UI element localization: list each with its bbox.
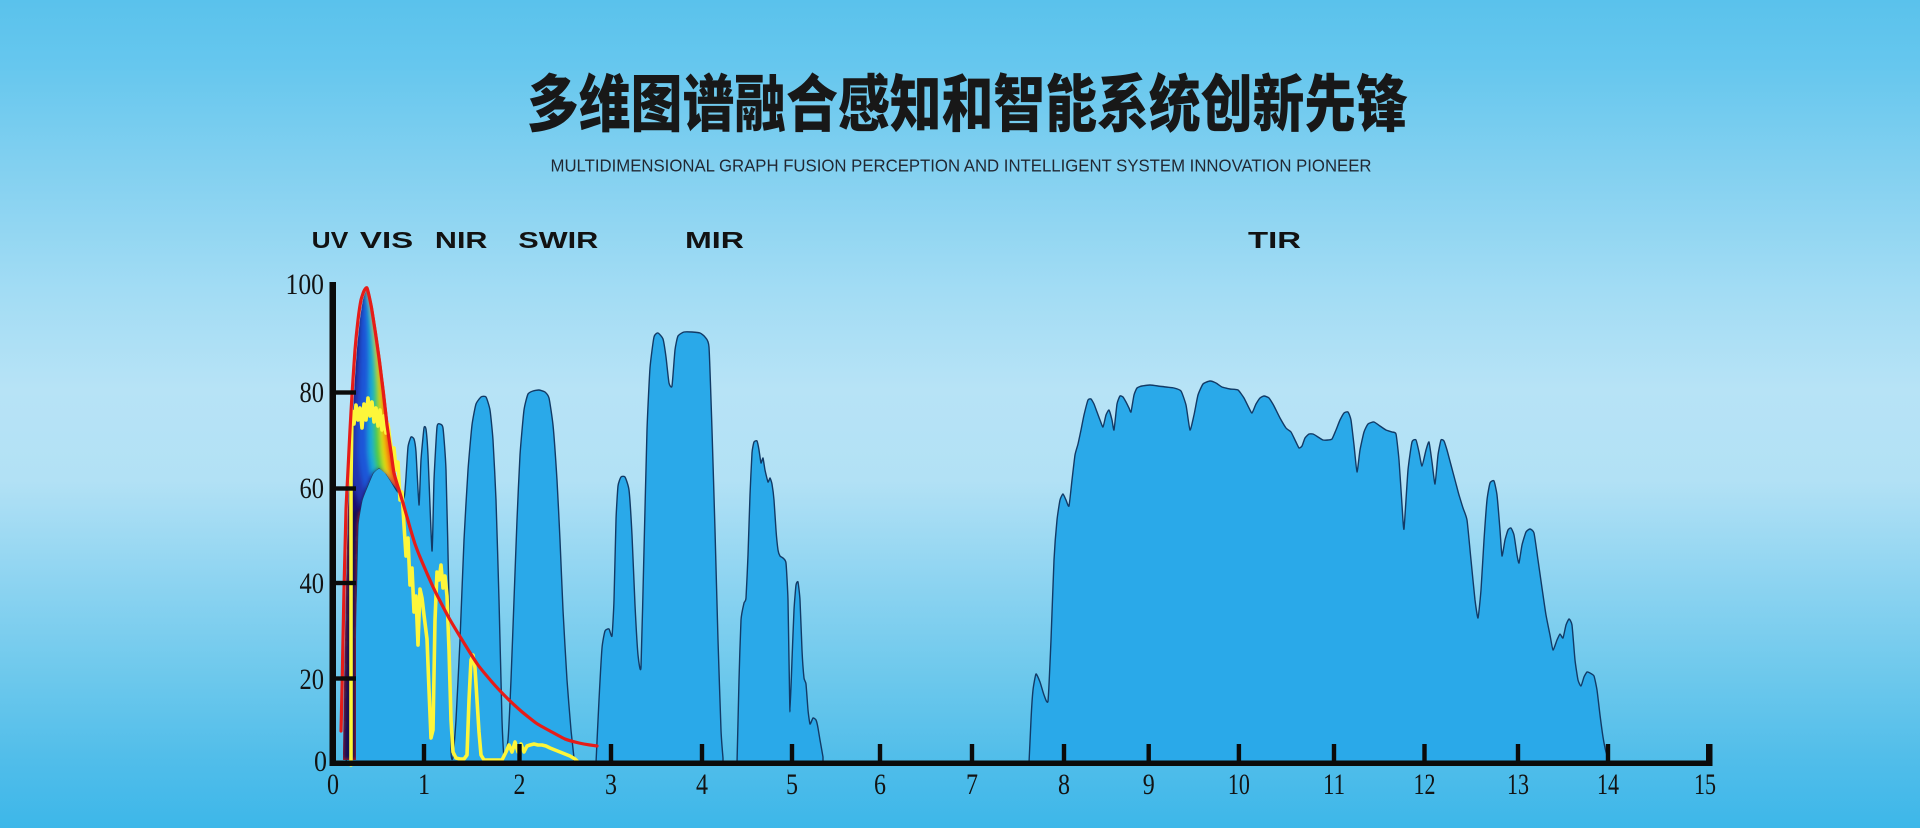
svg-text:13: 13 <box>1507 768 1529 801</box>
svg-text:4: 4 <box>696 768 708 801</box>
svg-text:2: 2 <box>514 768 526 801</box>
svg-text:40: 40 <box>300 567 325 600</box>
svg-text:SWIR: SWIR <box>518 227 598 253</box>
svg-text:15: 15 <box>1694 768 1716 801</box>
svg-text:5: 5 <box>786 768 798 801</box>
svg-text:NIR: NIR <box>435 227 488 253</box>
svg-text:12: 12 <box>1414 768 1436 801</box>
svg-text:MIR: MIR <box>685 227 744 253</box>
svg-text:100: 100 <box>286 268 325 301</box>
svg-text:UV: UV <box>312 227 349 253</box>
svg-text:8: 8 <box>1058 768 1070 801</box>
svg-text:VIS: VIS <box>360 227 413 253</box>
svg-text:10: 10 <box>1228 768 1250 801</box>
svg-text:7: 7 <box>966 768 978 801</box>
svg-text:1: 1 <box>418 768 430 801</box>
svg-text:MULTIDIMENSIONAL GRAPH FUSION: MULTIDIMENSIONAL GRAPH FUSION PERCEPTION… <box>551 156 1372 176</box>
svg-text:6: 6 <box>874 768 886 801</box>
svg-text:0: 0 <box>314 745 327 778</box>
svg-text:0: 0 <box>327 768 339 801</box>
svg-text:9: 9 <box>1143 768 1155 801</box>
svg-text:3: 3 <box>605 768 617 801</box>
svg-text:11: 11 <box>1323 768 1345 801</box>
svg-text:TIR: TIR <box>1248 227 1301 253</box>
svg-text:14: 14 <box>1597 768 1619 801</box>
svg-text:60: 60 <box>300 472 325 505</box>
svg-text:80: 80 <box>300 376 325 409</box>
svg-text:20: 20 <box>300 663 325 696</box>
